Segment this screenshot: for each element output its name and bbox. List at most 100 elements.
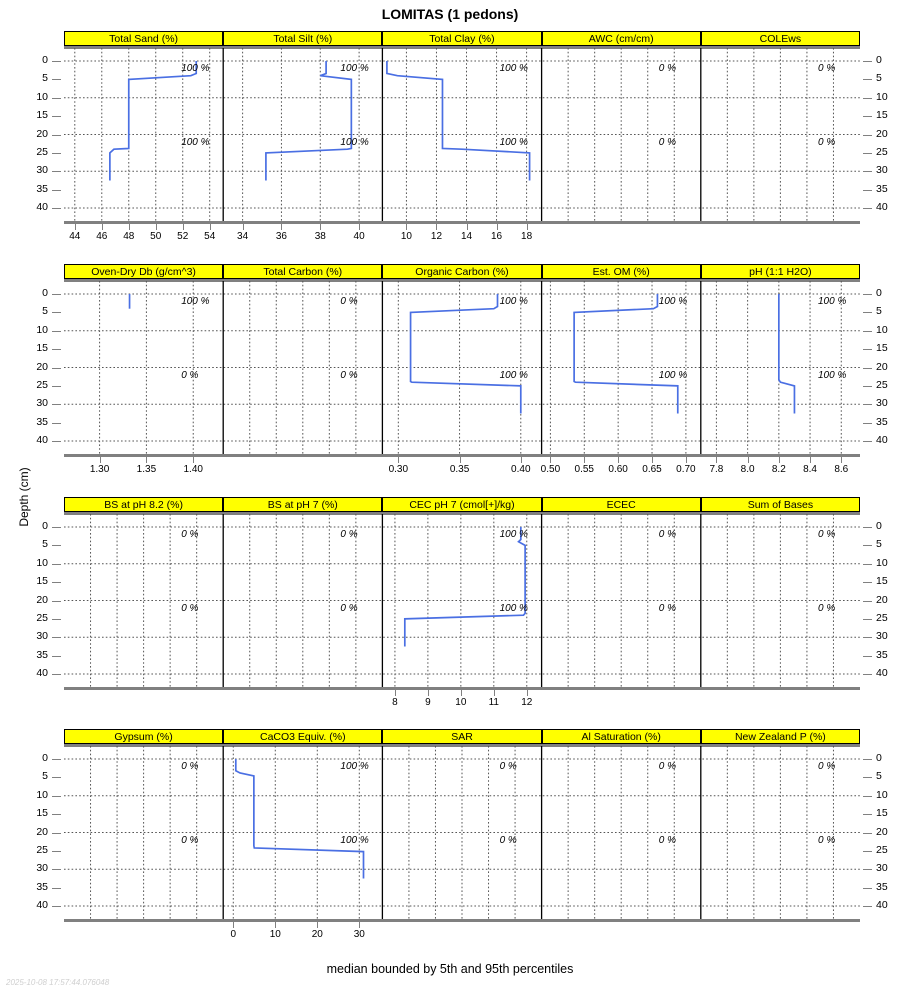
x-tickmark-2-4-1 (584, 457, 586, 463)
panel-bottom-pct-2-3: 100 % (499, 369, 528, 381)
depth-tickmark-left (52, 832, 61, 834)
x-tickmark-4-2-0 (233, 922, 235, 928)
depth-tickmark-left (52, 814, 61, 816)
depth-tick-right-3-25: 25 (876, 611, 888, 624)
depth-tickmark-right (863, 422, 872, 424)
x-tickmark-3-3-3 (493, 690, 495, 696)
depth-tickmark-right (863, 208, 872, 209)
panel-header-2-4: Est. OM (%) (541, 264, 701, 279)
x-tickmark-2-5-3 (810, 457, 812, 463)
plot-canvas-row-2 (64, 281, 860, 454)
depth-tick-right-2-30: 30 (876, 397, 888, 410)
depth-tick-left-1-5: 5 (42, 72, 48, 85)
x-ticklabel-1-2-2: 38 (314, 231, 326, 242)
panel-top-pct-4-1: 0 % (181, 761, 199, 772)
x-tickmark-4-2-2 (317, 922, 319, 928)
x-tickmark-2-4-0 (550, 457, 552, 463)
depth-tick-left-2-10: 10 (36, 323, 48, 336)
depth-tick-right-4-15: 15 (876, 807, 888, 820)
x-ticklabel-1-3-3: 16 (490, 231, 503, 242)
depth-tickmark-left (52, 441, 61, 442)
depth-tickmark-left (52, 208, 61, 209)
depth-tickmark-right (863, 367, 872, 369)
x-tickmark-1-1-0 (74, 224, 76, 230)
panel-top-pct-3-4: 0 % (658, 529, 677, 540)
depth-tickmark-left (52, 385, 61, 387)
data-line (403, 527, 526, 647)
depth-tickmark-right (863, 563, 872, 565)
depth-tickmark-right (863, 61, 872, 62)
panel-bottom-pct-1-1: 100 % (181, 136, 210, 148)
plot-frame-top-1 (64, 46, 860, 49)
depth-tick-right-3-30: 30 (876, 630, 888, 643)
x-ticklabel-2-4-0: 0.50 (540, 464, 561, 475)
depth-tickmark-left (52, 349, 61, 351)
panel-bottom-pct-2-5: 100 % (818, 369, 847, 381)
x-ticklabel-2-4-3: 0.65 (642, 464, 662, 475)
depth-tick-right-3-0: 0 (876, 520, 882, 532)
depth-tickmark-right (863, 189, 872, 191)
depth-tick-left-2-5: 5 (42, 305, 48, 318)
x-ticklabel-2-1-0: 1.30 (89, 464, 110, 475)
depth-tick-right-4-0: 0 (876, 752, 882, 764)
depth-tick-right-2-25: 25 (876, 378, 888, 391)
depth-tick-left-1-35: 35 (36, 182, 48, 195)
depth-tick-left-1-40: 40 (36, 201, 48, 213)
depth-tickmark-left (52, 869, 61, 871)
depth-tick-left-4-5: 5 (42, 770, 48, 783)
depth-tickmark-left (52, 618, 61, 620)
x-ticklabel-4-2-3: 30 (353, 929, 365, 940)
depth-tick-left-2-40: 40 (36, 434, 48, 446)
depth-tick-left-4-40: 40 (36, 899, 48, 911)
x-ticklabel-3-3-3: 11 (488, 697, 499, 708)
panel-header-1-2: Total Silt (%) (223, 31, 383, 46)
data-line (409, 294, 522, 414)
panel-bottom-pct-2-4: 100 % (658, 369, 688, 381)
depth-tick-left-4-10: 10 (36, 788, 48, 801)
panel-header-3-3: CEC pH 7 (cmol[+]/kg) (382, 497, 542, 512)
depth-tick-left-1-15: 15 (36, 109, 48, 122)
x-tickmark-1-2-3 (359, 224, 361, 230)
x-tickmark-3-3-0 (394, 690, 396, 696)
x-tickmark-2-1-1 (146, 457, 148, 463)
depth-tickmark-left (52, 422, 61, 424)
panel-top-pct-4-4: 0 % (658, 761, 677, 772)
x-ticklabel-1-1-4: 52 (177, 231, 189, 242)
depth-tick-right-3-5: 5 (876, 538, 882, 551)
depth-tickmark-right (863, 869, 872, 871)
depth-tickmark-left (52, 171, 61, 173)
panel-top-pct-3-1: 0 % (181, 529, 199, 540)
x-tickmark-2-1-2 (193, 457, 195, 463)
depth-tickmark-right (863, 330, 872, 332)
depth-tick-right-3-15: 15 (876, 575, 888, 588)
depth-tick-left-4-35: 35 (36, 880, 48, 893)
depth-tick-right-3-10: 10 (876, 556, 888, 569)
depth-tick-right-1-10: 10 (876, 90, 888, 103)
depth-tick-right-4-35: 35 (876, 880, 888, 893)
depth-tickmark-right (863, 116, 872, 118)
depth-tick-left-2-30: 30 (36, 397, 48, 410)
x-ticklabel-1-3-1: 12 (430, 231, 443, 242)
plot-frame-bottom-1 (64, 221, 860, 224)
depth-tickmark-right (863, 850, 872, 852)
x-ticklabel-1-3-0: 10 (400, 231, 412, 242)
depth-tick-right-1-20: 20 (876, 127, 888, 140)
x-ticklabel-2-5-3: 8.4 (803, 464, 817, 475)
depth-tick-right-2-35: 35 (876, 415, 888, 428)
depth-tickmark-left (52, 545, 61, 547)
panel-header-4-1: Gypsum (%) (64, 729, 224, 744)
x-tickmark-1-3-3 (496, 224, 498, 230)
panel-header-2-3: Organic Carbon (%) (382, 264, 542, 279)
panel-header-3-2: BS at pH 7 (%) (223, 497, 383, 512)
depth-tick-left-1-20: 20 (36, 127, 48, 140)
x-ticklabel-2-4-4: 0.70 (676, 464, 696, 475)
x-ticklabel-2-1-1: 1.35 (136, 464, 157, 475)
panel-top-pct-1-5: 0 % (818, 63, 836, 74)
panel-bottom-pct-1-4: 0 % (658, 136, 677, 148)
depth-tick-right-1-40: 40 (876, 201, 888, 213)
depth-tickmark-right (863, 294, 872, 295)
panel-top-pct-3-3: 100 % (499, 529, 528, 540)
depth-tickmark-right (863, 814, 872, 816)
x-tickmark-1-3-0 (406, 224, 408, 230)
panel-top-pct-1-3: 100 % (499, 63, 528, 74)
